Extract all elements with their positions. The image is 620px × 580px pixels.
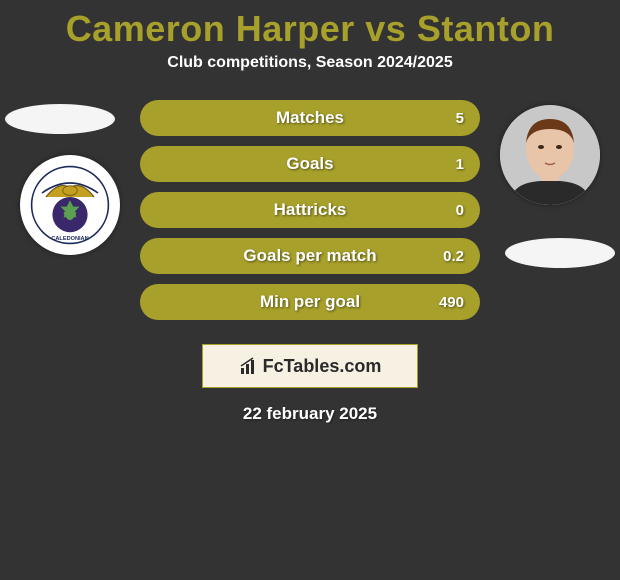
stat-row-goals-per-match: Goals per match 0.2 (140, 238, 480, 274)
infographic-container: Cameron Harper vs Stanton Club competiti… (0, 0, 620, 424)
stat-row-matches: Matches 5 (140, 100, 480, 136)
stat-label: Matches (140, 108, 480, 128)
stat-value: 490 (439, 294, 464, 311)
stat-value: 5 (456, 110, 464, 127)
chart-icon (239, 356, 259, 376)
stat-label: Goals (140, 154, 480, 174)
stat-value: 0.2 (443, 248, 464, 265)
comparison-section: CALEDONIAN Matches 5 Goals 1 Hattri (0, 100, 620, 320)
stat-label: Min per goal (140, 292, 480, 312)
page-title: Cameron Harper vs Stanton (0, 8, 620, 50)
stat-row-hattricks: Hattricks 0 (140, 192, 480, 228)
brand-label: FcTables.com (263, 356, 382, 377)
club-badge: CALEDONIAN (20, 155, 120, 255)
right-player-ellipse (505, 238, 615, 268)
stat-label: Goals per match (140, 246, 480, 266)
stat-row-min-per-goal: Min per goal 490 (140, 284, 480, 320)
left-player-ellipse (5, 104, 115, 134)
stat-row-goals: Goals 1 (140, 146, 480, 182)
date-label: 22 february 2025 (0, 404, 620, 424)
player-photo (500, 105, 600, 205)
subtitle: Club competitions, Season 2024/2025 (0, 54, 620, 72)
club-crest-icon: CALEDONIAN (30, 165, 110, 245)
svg-text:CALEDONIAN: CALEDONIAN (51, 236, 88, 242)
stat-label: Hattricks (140, 200, 480, 220)
stat-value: 0 (456, 202, 464, 219)
stat-value: 1 (456, 156, 464, 173)
brand-badge: FcTables.com (202, 344, 418, 388)
player-face-icon (500, 105, 600, 205)
